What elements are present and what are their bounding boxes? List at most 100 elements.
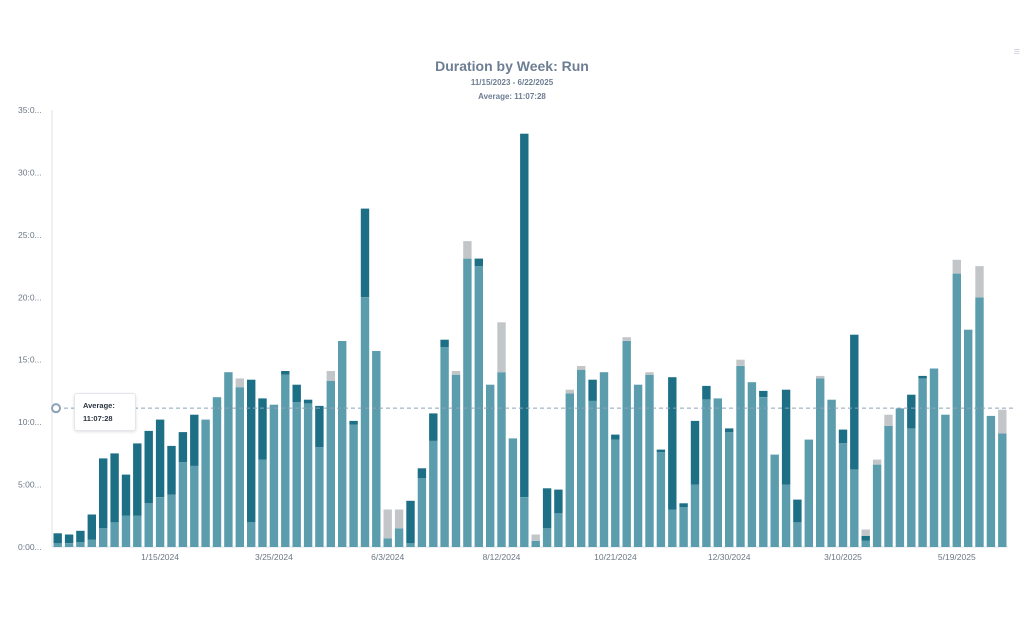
bar-segment <box>884 425 893 547</box>
bar-segment <box>497 322 506 373</box>
bar-segment <box>975 297 984 547</box>
x-tick-label: 1/15/2024 <box>141 552 179 562</box>
bar-segment <box>394 528 404 547</box>
bar-segment <box>394 509 404 529</box>
bar-segment <box>440 339 449 348</box>
y-tick-label: 5:00... <box>18 480 42 490</box>
bar-segment <box>53 533 62 544</box>
bar-segment <box>167 494 176 547</box>
bar-segment <box>781 484 791 547</box>
bar-segment <box>87 514 96 540</box>
bar-segment <box>76 542 85 547</box>
y-tick-label: 0:00... <box>18 542 42 552</box>
bar-segment <box>224 372 233 547</box>
bar-segment <box>451 371 461 375</box>
x-tick-label: 3/10/2025 <box>824 552 862 562</box>
x-tick-label: 3/25/2024 <box>255 552 293 562</box>
bar-segment <box>861 535 870 541</box>
bar-segment <box>941 414 950 547</box>
bar-segment <box>907 394 916 429</box>
bar-segment <box>64 543 74 547</box>
y-tick-label: 20:0... <box>18 292 42 302</box>
bar-segment <box>759 390 768 398</box>
bar-segment <box>383 509 392 539</box>
bar-segment <box>212 397 222 547</box>
bar-segment <box>76 530 85 542</box>
bar-segment <box>747 382 757 547</box>
bar-segment <box>64 534 74 544</box>
x-tick-label: 6/3/2024 <box>371 552 404 562</box>
bar-segment <box>99 458 108 529</box>
bar-segment <box>190 465 199 547</box>
bar-segment <box>406 500 415 544</box>
bar-segment <box>247 379 256 522</box>
bar-segment <box>952 259 961 274</box>
bar-segment <box>133 515 142 547</box>
bar-segment <box>998 409 1007 434</box>
bar-segment <box>235 378 244 388</box>
bar-segment <box>588 400 597 547</box>
bar-segment <box>190 414 199 466</box>
chart-menu-icon[interactable]: ≡ <box>1013 46 1020 58</box>
bar-segment <box>656 449 666 453</box>
bar-segment <box>850 334 859 470</box>
bar-segment <box>577 366 586 370</box>
bar-segment <box>281 374 290 547</box>
bar-segment <box>872 459 882 465</box>
bar-segment <box>793 522 802 547</box>
bar-segment <box>827 399 836 547</box>
y-tick-label: 35:0... <box>18 105 42 115</box>
bar-segment <box>872 464 882 547</box>
x-tick-label: 12/30/2024 <box>708 552 751 562</box>
bar-segment <box>702 399 711 547</box>
chart-title: Duration by Week: Run <box>435 58 589 74</box>
tooltip-value: 11:07:28 <box>83 414 113 423</box>
bar-segment <box>725 428 734 433</box>
bar-segment <box>702 385 711 400</box>
y-tick-label: 30:0... <box>18 167 42 177</box>
bar-segment <box>144 430 153 504</box>
bar-segment <box>645 372 654 375</box>
bar-segment <box>383 538 392 547</box>
bar-segment <box>633 384 643 547</box>
x-tick-label: 10/21/2024 <box>594 552 637 562</box>
bar-segment <box>53 543 62 547</box>
bar-segment <box>645 374 654 547</box>
bar-segment <box>816 378 825 547</box>
bar-segment <box>520 133 529 497</box>
bar-segment <box>520 497 529 547</box>
bar-segment <box>247 522 256 547</box>
bar-segment <box>121 474 131 516</box>
y-tick-label: 25:0... <box>18 230 42 240</box>
bar-segment <box>884 414 893 426</box>
bar-segment <box>429 413 438 441</box>
bar-segment <box>861 529 870 536</box>
bar-segment <box>360 208 370 298</box>
bar-segment <box>326 380 335 547</box>
bar-segment <box>440 347 449 547</box>
bar-segment <box>121 515 131 547</box>
bar-segment <box>87 539 96 547</box>
bar-segment <box>155 419 165 497</box>
bar-segment <box>451 374 461 547</box>
average-marker <box>51 403 61 414</box>
bar-segment <box>372 351 381 547</box>
bar-segment <box>474 266 483 547</box>
bar-segment <box>406 543 415 547</box>
bar-segment <box>292 402 301 547</box>
bar-segment <box>258 398 267 460</box>
bar-segment <box>816 375 825 379</box>
bar-segment <box>486 384 495 547</box>
bar-segment <box>668 377 677 510</box>
bar-segment <box>565 389 574 394</box>
bar-segment <box>975 266 984 298</box>
bar-segment <box>918 378 927 547</box>
bar-segment <box>349 424 358 547</box>
tooltip-label: Average: <box>83 401 115 410</box>
bar-segment <box>110 453 119 523</box>
bar-segment <box>167 445 176 495</box>
bar-segment <box>622 341 631 547</box>
bar-segment <box>133 443 142 516</box>
bar-segment <box>269 404 279 547</box>
x-tick-label: 5/19/2025 <box>938 552 976 562</box>
